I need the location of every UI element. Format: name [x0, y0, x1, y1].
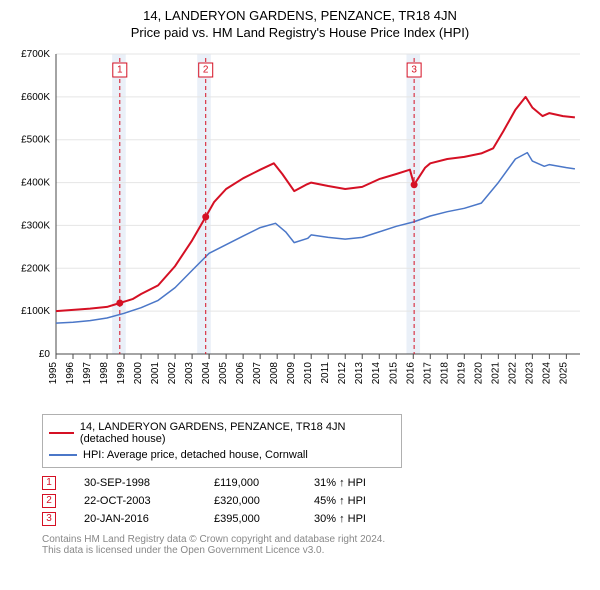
event-price-3: £395,000	[214, 513, 314, 525]
event-badge-3: 3	[42, 512, 56, 526]
event-badge-1: 1	[42, 476, 56, 490]
svg-text:2016: 2016	[405, 361, 416, 384]
svg-text:£500K: £500K	[21, 134, 50, 145]
svg-text:2001: 2001	[150, 361, 161, 384]
legend-label-property: 14, LANDERYON GARDENS, PENZANCE, TR18 4J…	[80, 421, 395, 445]
legend-swatch-hpi	[49, 454, 77, 456]
event-row-2: 2 22-OCT-2003 £320,000 45% ↑ HPI	[42, 492, 584, 510]
svg-text:£0: £0	[39, 349, 51, 360]
legend-row-property: 14, LANDERYON GARDENS, PENZANCE, TR18 4J…	[49, 419, 395, 447]
event-date-3: 20-JAN-2016	[84, 513, 214, 525]
legend-row-hpi: HPI: Average price, detached house, Corn…	[49, 447, 395, 463]
svg-text:2003: 2003	[184, 361, 195, 384]
svg-text:2021: 2021	[490, 361, 501, 384]
event-diff-3: 30% ↑ HPI	[314, 513, 414, 525]
svg-text:1: 1	[117, 64, 123, 75]
svg-text:1997: 1997	[82, 361, 93, 384]
svg-text:2000: 2000	[133, 361, 144, 384]
svg-text:1999: 1999	[116, 361, 127, 384]
footer: Contains HM Land Registry data © Crown c…	[42, 534, 584, 556]
svg-text:2006: 2006	[235, 361, 246, 384]
svg-text:2012: 2012	[337, 361, 348, 384]
page: 14, LANDERYON GARDENS, PENZANCE, TR18 4J…	[0, 0, 600, 590]
svg-text:2017: 2017	[422, 361, 433, 384]
svg-text:£300K: £300K	[21, 220, 50, 231]
event-date-1: 30-SEP-1998	[84, 477, 214, 489]
event-price-1: £119,000	[214, 477, 314, 489]
svg-text:3: 3	[411, 64, 417, 75]
page-subtitle: Price paid vs. HM Land Registry's House …	[12, 25, 588, 42]
chart: £0 £100K £200K £300K £400K £500K £600K £700K 199…	[12, 48, 588, 408]
legend: 14, LANDERYON GARDENS, PENZANCE, TR18 4J…	[42, 414, 402, 468]
svg-text:£100K: £100K	[21, 306, 50, 317]
svg-text:2024: 2024	[541, 361, 552, 384]
events-table: 1 30-SEP-1998 £119,000 31% ↑ HPI 2 22-OC…	[42, 474, 584, 528]
svg-text:2: 2	[203, 64, 209, 75]
svg-text:£200K: £200K	[21, 263, 50, 274]
event-date-2: 22-OCT-2003	[84, 495, 214, 507]
legend-label-hpi: HPI: Average price, detached house, Corn…	[83, 449, 308, 461]
event-row-1: 1 30-SEP-1998 £119,000 31% ↑ HPI	[42, 474, 584, 492]
svg-text:2023: 2023	[524, 361, 535, 384]
svg-text:£700K: £700K	[21, 49, 50, 60]
footer-line-1: Contains HM Land Registry data © Crown c…	[42, 534, 584, 545]
svg-text:2005: 2005	[218, 361, 229, 384]
footer-line-2: This data is licensed under the Open Gov…	[42, 545, 584, 556]
svg-text:£400K: £400K	[21, 177, 50, 188]
svg-text:2007: 2007	[252, 361, 263, 384]
svg-text:2008: 2008	[269, 361, 280, 384]
event-badge-2: 2	[42, 494, 56, 508]
event-row-3: 3 20-JAN-2016 £395,000 30% ↑ HPI	[42, 510, 584, 528]
svg-text:1996: 1996	[65, 361, 76, 384]
svg-text:£600K: £600K	[21, 92, 50, 103]
svg-text:2014: 2014	[371, 361, 382, 384]
svg-text:2002: 2002	[167, 361, 178, 384]
chart-svg: £0 £100K £200K £300K £400K £500K £600K £700K 199…	[12, 48, 588, 408]
svg-text:2022: 2022	[507, 361, 518, 384]
svg-text:1998: 1998	[99, 361, 110, 384]
svg-text:2004: 2004	[201, 361, 212, 384]
svg-text:2010: 2010	[303, 361, 314, 384]
svg-text:2018: 2018	[439, 361, 450, 384]
event-price-2: £320,000	[214, 495, 314, 507]
legend-swatch-property	[49, 432, 74, 434]
svg-text:2020: 2020	[473, 361, 484, 384]
page-title: 14, LANDERYON GARDENS, PENZANCE, TR18 4J…	[12, 8, 588, 25]
svg-text:2013: 2013	[354, 361, 365, 384]
svg-text:2025: 2025	[558, 361, 569, 384]
svg-text:2011: 2011	[320, 361, 331, 383]
svg-text:2009: 2009	[286, 361, 297, 384]
svg-text:1995: 1995	[48, 361, 59, 384]
svg-text:2015: 2015	[388, 361, 399, 384]
svg-text:2019: 2019	[456, 361, 467, 384]
event-diff-2: 45% ↑ HPI	[314, 495, 414, 507]
event-diff-1: 31% ↑ HPI	[314, 477, 414, 489]
